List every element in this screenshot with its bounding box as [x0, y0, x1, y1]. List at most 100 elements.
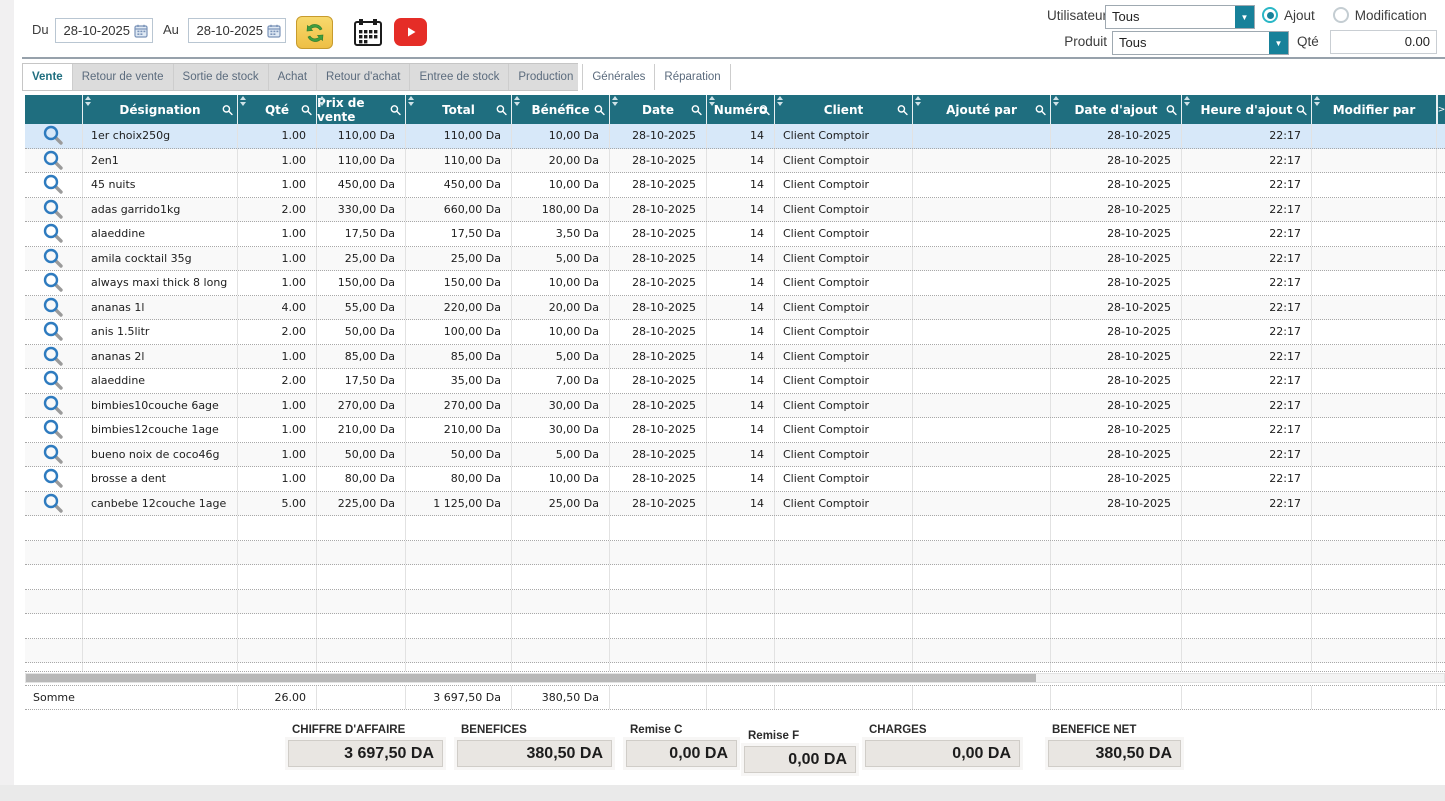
column-header-b-n-fice[interactable]: Bénéfice: [512, 95, 610, 124]
table-row[interactable]: ananas 1l4.0055,00 Da220,00 Da20,00 Da28…: [25, 296, 1445, 321]
table-row[interactable]: 2en11.00110,00 Da110,00 Da20,00 Da28-10-…: [25, 149, 1445, 174]
row-detail-magnifier-icon[interactable]: [43, 223, 64, 244]
modification-radio-label: Modification: [1355, 8, 1427, 23]
column-header-num-ro[interactable]: Numéro: [707, 95, 775, 124]
row-icon-cell: [25, 320, 83, 344]
cell-client: Client Comptoir: [775, 492, 913, 516]
empty-cell: [406, 541, 512, 565]
product-filter-select[interactable]: Tous ▼: [1112, 31, 1289, 55]
row-detail-magnifier-icon[interactable]: [43, 199, 64, 220]
cell-prix-de-vente: 330,00 Da: [317, 198, 406, 222]
youtube-button[interactable]: [394, 18, 427, 46]
empty-cell: [25, 541, 83, 565]
row-detail-magnifier-icon[interactable]: [43, 174, 64, 195]
modification-radio[interactable]: Modification: [1333, 7, 1427, 23]
calendar-button[interactable]: [352, 17, 384, 48]
column-header-date[interactable]: Date: [610, 95, 707, 124]
tab-entree-de-stock[interactable]: Entree de stock: [410, 64, 509, 90]
row-detail-magnifier-icon[interactable]: [43, 248, 64, 269]
row-detail-magnifier-icon[interactable]: [43, 468, 64, 489]
table-row[interactable]: always maxi thick 8 long1.00150,00 Da150…: [25, 271, 1445, 296]
row-icon-cell: [25, 394, 83, 418]
qty-filter-input[interactable]: 0.00: [1330, 30, 1437, 54]
chevron-down-icon[interactable]: ▼: [1269, 32, 1288, 54]
column-header-modifier-par[interactable]: Modifier par: [1312, 95, 1437, 124]
cell-d-signation: canbebe 12couche 1age: [83, 492, 238, 516]
table-row[interactable]: 45 nuits1.00450,00 Da450,00 Da10,00 Da28…: [25, 173, 1445, 198]
search-icon[interactable]: [759, 104, 770, 115]
cell-total: 85,00 Da: [406, 345, 512, 369]
column-header-qt[interactable]: Qté: [238, 95, 317, 124]
empty-table-row: [25, 541, 1445, 566]
tab-retour-de-vente[interactable]: Retour de vente: [73, 64, 174, 90]
empty-cell: [238, 639, 317, 663]
search-icon[interactable]: [691, 104, 702, 115]
row-detail-magnifier-icon[interactable]: [43, 370, 64, 391]
cell-qt: 1.00: [238, 149, 317, 173]
search-icon[interactable]: [301, 104, 312, 115]
row-detail-magnifier-icon[interactable]: [43, 493, 64, 514]
search-icon[interactable]: [222, 104, 233, 115]
column-header-d-signation[interactable]: Désignation: [83, 95, 238, 124]
chevron-down-icon[interactable]: ▼: [1235, 6, 1254, 28]
search-icon[interactable]: [1035, 104, 1046, 115]
radio-circle-icon: [1262, 7, 1278, 23]
table-row[interactable]: alaeddine2.0017,50 Da35,00 Da7,00 Da28-1…: [25, 369, 1445, 394]
column-header-prix-de-vente[interactable]: Prix de vente: [317, 95, 406, 124]
calendar-icon[interactable]: [134, 24, 148, 38]
scrollbar-thumb[interactable]: [26, 674, 1036, 682]
cell-b-n-fice: 10,00 Da: [512, 320, 610, 344]
table-row[interactable]: bimbies12couche 1age1.00210,00 Da210,00 …: [25, 418, 1445, 443]
row-detail-magnifier-icon[interactable]: [43, 419, 64, 440]
date-to-input[interactable]: 28-10-2025: [188, 18, 286, 43]
row-detail-magnifier-icon[interactable]: [43, 321, 64, 342]
scroll-right-button[interactable]: >: [1437, 95, 1445, 124]
table-row[interactable]: anis 1.5litr2.0050,00 Da100,00 Da10,00 D…: [25, 320, 1445, 345]
table-row[interactable]: 1er choix250g1.00110,00 Da110,00 Da10,00…: [25, 124, 1445, 149]
calendar-icon[interactable]: [267, 24, 281, 38]
row-detail-magnifier-icon[interactable]: [43, 125, 64, 146]
search-icon[interactable]: [594, 104, 605, 115]
cell-modifier-par: [1312, 173, 1437, 197]
search-icon[interactable]: [897, 104, 908, 115]
ajout-radio[interactable]: Ajout: [1262, 7, 1315, 23]
search-icon[interactable]: [1166, 104, 1177, 115]
table-row[interactable]: ananas 2l1.0085,00 Da85,00 Da5,00 Da28-1…: [25, 345, 1445, 370]
tab-sortie-de-stock[interactable]: Sortie de stock: [174, 64, 269, 90]
row-detail-magnifier-icon[interactable]: [43, 150, 64, 171]
table-row[interactable]: amila cocktail 35g1.0025,00 Da25,00 Da5,…: [25, 247, 1445, 272]
tab-production[interactable]: Production: [509, 64, 583, 90]
table-row[interactable]: bueno noix de coco46g1.0050,00 Da50,00 D…: [25, 443, 1445, 468]
column-header-total[interactable]: Total: [406, 95, 512, 124]
empty-cell: [25, 639, 83, 663]
date-from-input[interactable]: 28-10-2025: [55, 18, 153, 43]
tab-vente[interactable]: Vente: [23, 64, 73, 90]
user-filter-select[interactable]: Tous ▼: [1105, 5, 1255, 29]
search-icon[interactable]: [390, 104, 401, 115]
column-header-blank[interactable]: [25, 95, 83, 124]
search-icon[interactable]: [496, 104, 507, 115]
horizontal-scrollbar[interactable]: [25, 673, 1445, 683]
row-detail-magnifier-icon[interactable]: [43, 346, 64, 367]
tab-r-paration[interactable]: Réparation: [655, 64, 730, 90]
table-row[interactable]: bimbies10couche 6age1.00270,00 Da270,00 …: [25, 394, 1445, 419]
tab-achat[interactable]: Achat: [269, 64, 317, 90]
table-row[interactable]: brosse a dent1.0080,00 Da80,00 Da10,00 D…: [25, 467, 1445, 492]
column-header-heure-d-ajout[interactable]: Heure d'ajout: [1182, 95, 1312, 124]
table-row[interactable]: alaeddine1.0017,50 Da17,50 Da3,50 Da28-1…: [25, 222, 1445, 247]
table-row[interactable]: adas garrido1kg2.00330,00 Da660,00 Da180…: [25, 198, 1445, 223]
search-icon[interactable]: [1296, 104, 1307, 115]
row-detail-magnifier-icon[interactable]: [43, 297, 64, 318]
row-detail-magnifier-icon[interactable]: [43, 272, 64, 293]
column-header-ajout-par[interactable]: Ajouté par: [913, 95, 1051, 124]
tab-retour-d-achat[interactable]: Retour d'achat: [317, 64, 410, 90]
column-header-client[interactable]: Client: [775, 95, 913, 124]
refresh-button[interactable]: [296, 16, 333, 49]
row-detail-magnifier-icon[interactable]: [43, 444, 64, 465]
empty-cell: [512, 541, 610, 565]
row-detail-magnifier-icon[interactable]: [43, 395, 64, 416]
column-header-date-d-ajout[interactable]: Date d'ajout: [1051, 95, 1182, 124]
tab-g-n-rales[interactable]: Générales: [583, 64, 655, 90]
table-row[interactable]: canbebe 12couche 1age5.00225,00 Da1 125,…: [25, 492, 1445, 517]
cell-d-signation: amila cocktail 35g: [83, 247, 238, 271]
